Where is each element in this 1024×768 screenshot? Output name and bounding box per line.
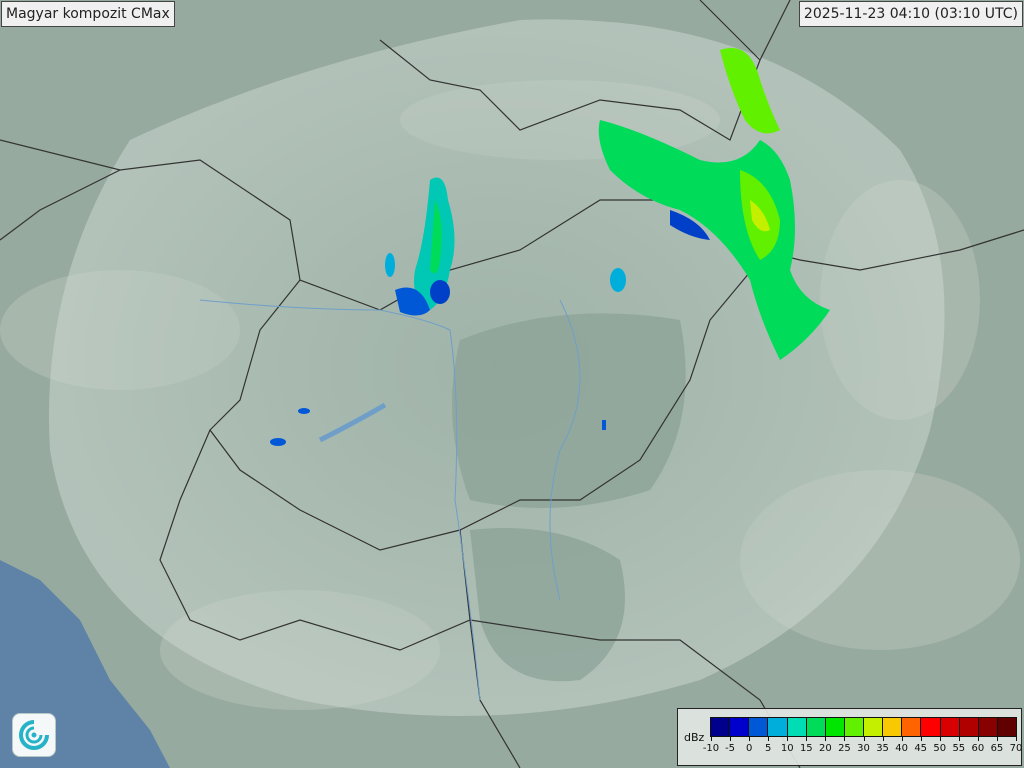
product-title: Magyar kompozit CMax: [1, 1, 175, 27]
legend-tick-mark: [958, 736, 960, 741]
legend-tick-mark: [1016, 736, 1017, 741]
legend-tick-label: 20: [819, 743, 832, 754]
legend-tick-mark: [806, 736, 808, 741]
legend-tick-label: 5: [765, 743, 772, 754]
legend-bin: [883, 718, 903, 736]
legend-tick-label: 55: [952, 743, 966, 754]
legend-tick-label: -10: [702, 743, 720, 754]
legend-tick-label: 65: [990, 743, 1004, 754]
legend-bin: [902, 718, 922, 736]
legend-tick-label: 0: [745, 743, 753, 754]
legend-tick-mark: [920, 736, 922, 741]
legend-bin: [787, 718, 807, 736]
legend-bin: [768, 718, 788, 736]
swirl-icon: [19, 720, 49, 750]
legend-tick-mark: [863, 736, 865, 741]
legend-tick-label: 60: [971, 743, 985, 754]
legend-tick-mark: [996, 736, 998, 741]
legend-tick-mark: [787, 736, 789, 741]
legend-tick-label: 30: [857, 743, 870, 754]
legend-bin: [844, 718, 864, 736]
legend-tick-label: 35: [876, 743, 889, 754]
dbz-legend: dBz -10 -5 0 5 10 15 20 25 30 35 40 45 50 55 60 65 70: [677, 708, 1022, 766]
legend-tick-mark: [882, 736, 884, 741]
legend-tick-mark: [768, 736, 770, 741]
legend-bin: [711, 718, 731, 736]
legend-bin: [806, 718, 826, 736]
legend-tick-mark: [939, 736, 941, 741]
legend-bin: [997, 718, 1016, 736]
legend-bin: [940, 718, 960, 736]
legend-bin: [864, 718, 884, 736]
legend-tick-label: 10: [780, 743, 794, 754]
legend-tick-mark: [977, 736, 979, 741]
legend-tick-label: 15: [799, 743, 813, 754]
legend-tick-mark: [901, 736, 903, 741]
legend-tick-label: -5: [725, 743, 736, 754]
legend-tick-label: 70: [1009, 743, 1023, 754]
legend-bin: [959, 718, 979, 736]
legend-tick-mark: [844, 736, 846, 741]
legend-tick-mark: [825, 736, 827, 741]
timestamp-label: 2025-11-23 04:10 (03:10 UTC): [798, 1, 1023, 27]
legend-tick-label: 25: [838, 743, 851, 754]
legend-tick-label: 50: [933, 743, 947, 754]
legend-bin: [978, 718, 998, 736]
legend-bin: [749, 718, 769, 736]
plain-areas: [452, 313, 686, 682]
legend-tick-mark: [730, 736, 732, 741]
rivers: [199, 299, 581, 701]
legend-unit: dBz: [684, 731, 705, 744]
legend-tick-mark: [711, 736, 712, 741]
legend-tick-mark: [749, 736, 751, 741]
met-service-logo: [12, 713, 56, 757]
legend-bin: [825, 718, 845, 736]
legend-color-bar: [710, 717, 1017, 737]
precipitation-echoes: [270, 48, 830, 446]
legend-bin: [730, 718, 750, 736]
legend-tick-label: 45: [914, 743, 928, 754]
legend-tick-label: 40: [895, 743, 908, 754]
legend-bin: [921, 718, 941, 736]
